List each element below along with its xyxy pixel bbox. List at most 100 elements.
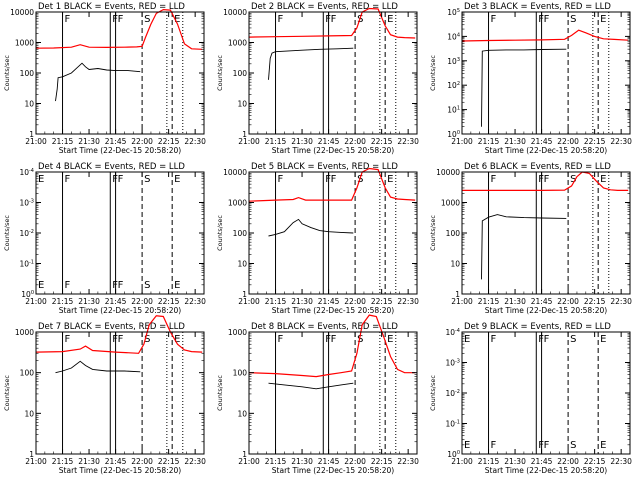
- event-marker-label: F: [278, 14, 284, 25]
- event-marker-label: F: [65, 280, 71, 291]
- panel-title: Det 4 BLACK = Events, RED = LLD: [38, 162, 185, 172]
- y-tick-label: 10-2: [19, 229, 34, 238]
- event-marker-label: F: [544, 334, 550, 345]
- series-line-events: [55, 360, 141, 374]
- x-tick-label: 22:15: [158, 457, 180, 466]
- y-tick-label: 10: [237, 260, 247, 269]
- x-tick-label: 22:15: [371, 137, 393, 146]
- x-axis-label: Start Time (22-Dec-15 20:58:20): [59, 146, 181, 155]
- event-marker-label: F: [491, 334, 497, 345]
- event-marker-label: F: [278, 174, 284, 185]
- y-tick-label: 100: [447, 450, 460, 459]
- event-marker-label: F: [278, 334, 284, 345]
- series-line-events: [55, 62, 141, 102]
- y-tick-label: 100: [233, 229, 248, 238]
- series-line-events: [268, 218, 354, 237]
- event-marker-label: E: [464, 440, 470, 451]
- x-tick-label: 21:30: [504, 297, 526, 306]
- event-marker-label: F: [118, 174, 124, 185]
- x-tick-label: 21:00: [238, 457, 260, 466]
- event-marker-label: E: [387, 14, 393, 25]
- y-tick-label: 100: [446, 229, 461, 238]
- x-tick-label: 22:30: [184, 297, 206, 306]
- event-marker-label: S: [570, 440, 576, 451]
- plot-frame: [248, 171, 418, 295]
- event-marker-label: S: [570, 174, 576, 185]
- event-marker-label: E: [387, 174, 393, 185]
- x-tick-label: 22:15: [584, 457, 606, 466]
- x-tick-label: 21:15: [265, 457, 287, 466]
- x-tick-label: 22:00: [344, 137, 366, 146]
- y-tick-label: 100: [447, 130, 460, 139]
- plot-frame: [248, 11, 418, 135]
- event-marker-label: S: [357, 334, 363, 345]
- x-tick-label: 22:00: [131, 137, 153, 146]
- x-tick-label: 21:00: [451, 297, 473, 306]
- y-axis-label: Counts/sec: [216, 215, 224, 251]
- y-tick-label: 1: [455, 290, 460, 299]
- x-tick-label: 21:15: [478, 137, 500, 146]
- x-tick-label: 21:00: [25, 137, 47, 146]
- y-tick-label: 1: [242, 290, 247, 299]
- series-line-lld: [35, 8, 203, 50]
- y-tick-label: 101: [447, 106, 460, 115]
- y-tick-label: 10-1: [445, 420, 460, 429]
- series-line-lld: [248, 314, 416, 378]
- y-tick-label: 104: [447, 32, 460, 41]
- x-tick-label: 21:15: [478, 297, 500, 306]
- event-marker-label: E: [174, 334, 180, 345]
- x-tick-label: 21:45: [105, 297, 127, 306]
- event-marker-label: F: [65, 174, 71, 185]
- y-tick-label: 10: [237, 100, 247, 109]
- x-tick-label: 21:30: [504, 137, 526, 146]
- y-axis-label: Counts/sec: [3, 375, 11, 411]
- x-tick-label: 22:00: [131, 457, 153, 466]
- detector-panel: Det 9 BLACK = Events, RED = LLDFFFFFFSSE…: [429, 322, 632, 475]
- x-tick-label: 21:45: [531, 457, 553, 466]
- detector-panel: Det 2 BLACK = Events, RED = LLDFFFSE1101…: [216, 2, 419, 155]
- y-tick-label: 10: [450, 260, 460, 269]
- x-axis-label: Start Time (22-Dec-15 20:58:20): [485, 146, 607, 155]
- event-marker-label: F: [118, 334, 124, 345]
- plot-frame: [461, 11, 631, 135]
- y-axis-label: Counts/sec: [216, 375, 224, 411]
- event-marker-label: S: [144, 280, 150, 291]
- panel-title: Det 3 BLACK = Events, RED = LLD: [464, 2, 611, 12]
- y-tick-label: 1000: [15, 39, 34, 48]
- x-tick-label: 22:00: [557, 137, 579, 146]
- y-axis-label: Counts/sec: [429, 55, 437, 91]
- series-line-events: [268, 382, 354, 390]
- x-tick-label: 22:00: [344, 297, 366, 306]
- y-tick-label: 10000: [223, 168, 247, 177]
- event-marker-label: F: [331, 334, 337, 345]
- y-tick-label: 10: [24, 409, 34, 418]
- plot-frame: [461, 331, 631, 455]
- x-tick-label: 22:15: [371, 297, 393, 306]
- x-tick-label: 22:30: [610, 137, 632, 146]
- x-tick-label: 21:15: [265, 137, 287, 146]
- panel-title: Det 1 BLACK = Events, RED = LLD: [38, 2, 185, 12]
- panel-title: Det 5 BLACK = Events, RED = LLD: [251, 162, 398, 172]
- event-marker-label: S: [144, 334, 150, 345]
- y-tick-label: 10000: [223, 8, 247, 17]
- y-tick-label: 1: [29, 450, 34, 459]
- y-tick-label: 10-1: [19, 260, 34, 269]
- event-marker-label: F: [118, 280, 124, 291]
- y-tick-label: 10-4: [445, 328, 460, 337]
- y-axis-label: Counts/sec: [216, 55, 224, 91]
- x-tick-label: 21:00: [238, 297, 260, 306]
- x-tick-label: 21:30: [78, 137, 100, 146]
- x-axis-label: Start Time (22-Dec-15 20:58:20): [272, 306, 394, 315]
- detector-panel: Det 4 BLACK = Events, RED = LLDFFFFFFSSE…: [3, 162, 206, 315]
- x-tick-label: 21:45: [318, 457, 340, 466]
- y-tick-label: 1000: [15, 328, 34, 337]
- y-tick-label: 105: [447, 8, 460, 17]
- event-marker-label: S: [570, 14, 576, 25]
- x-tick-label: 21:15: [52, 457, 74, 466]
- x-tick-label: 21:45: [105, 137, 127, 146]
- detector-panel: Det 6 BLACK = Events, RED = LLDFFFSE1101…: [429, 162, 632, 315]
- y-tick-label: 1: [242, 450, 247, 459]
- event-marker-label: E: [174, 174, 180, 185]
- x-tick-label: 22:30: [610, 297, 632, 306]
- panel-title: Det 6 BLACK = Events, RED = LLD: [464, 162, 611, 172]
